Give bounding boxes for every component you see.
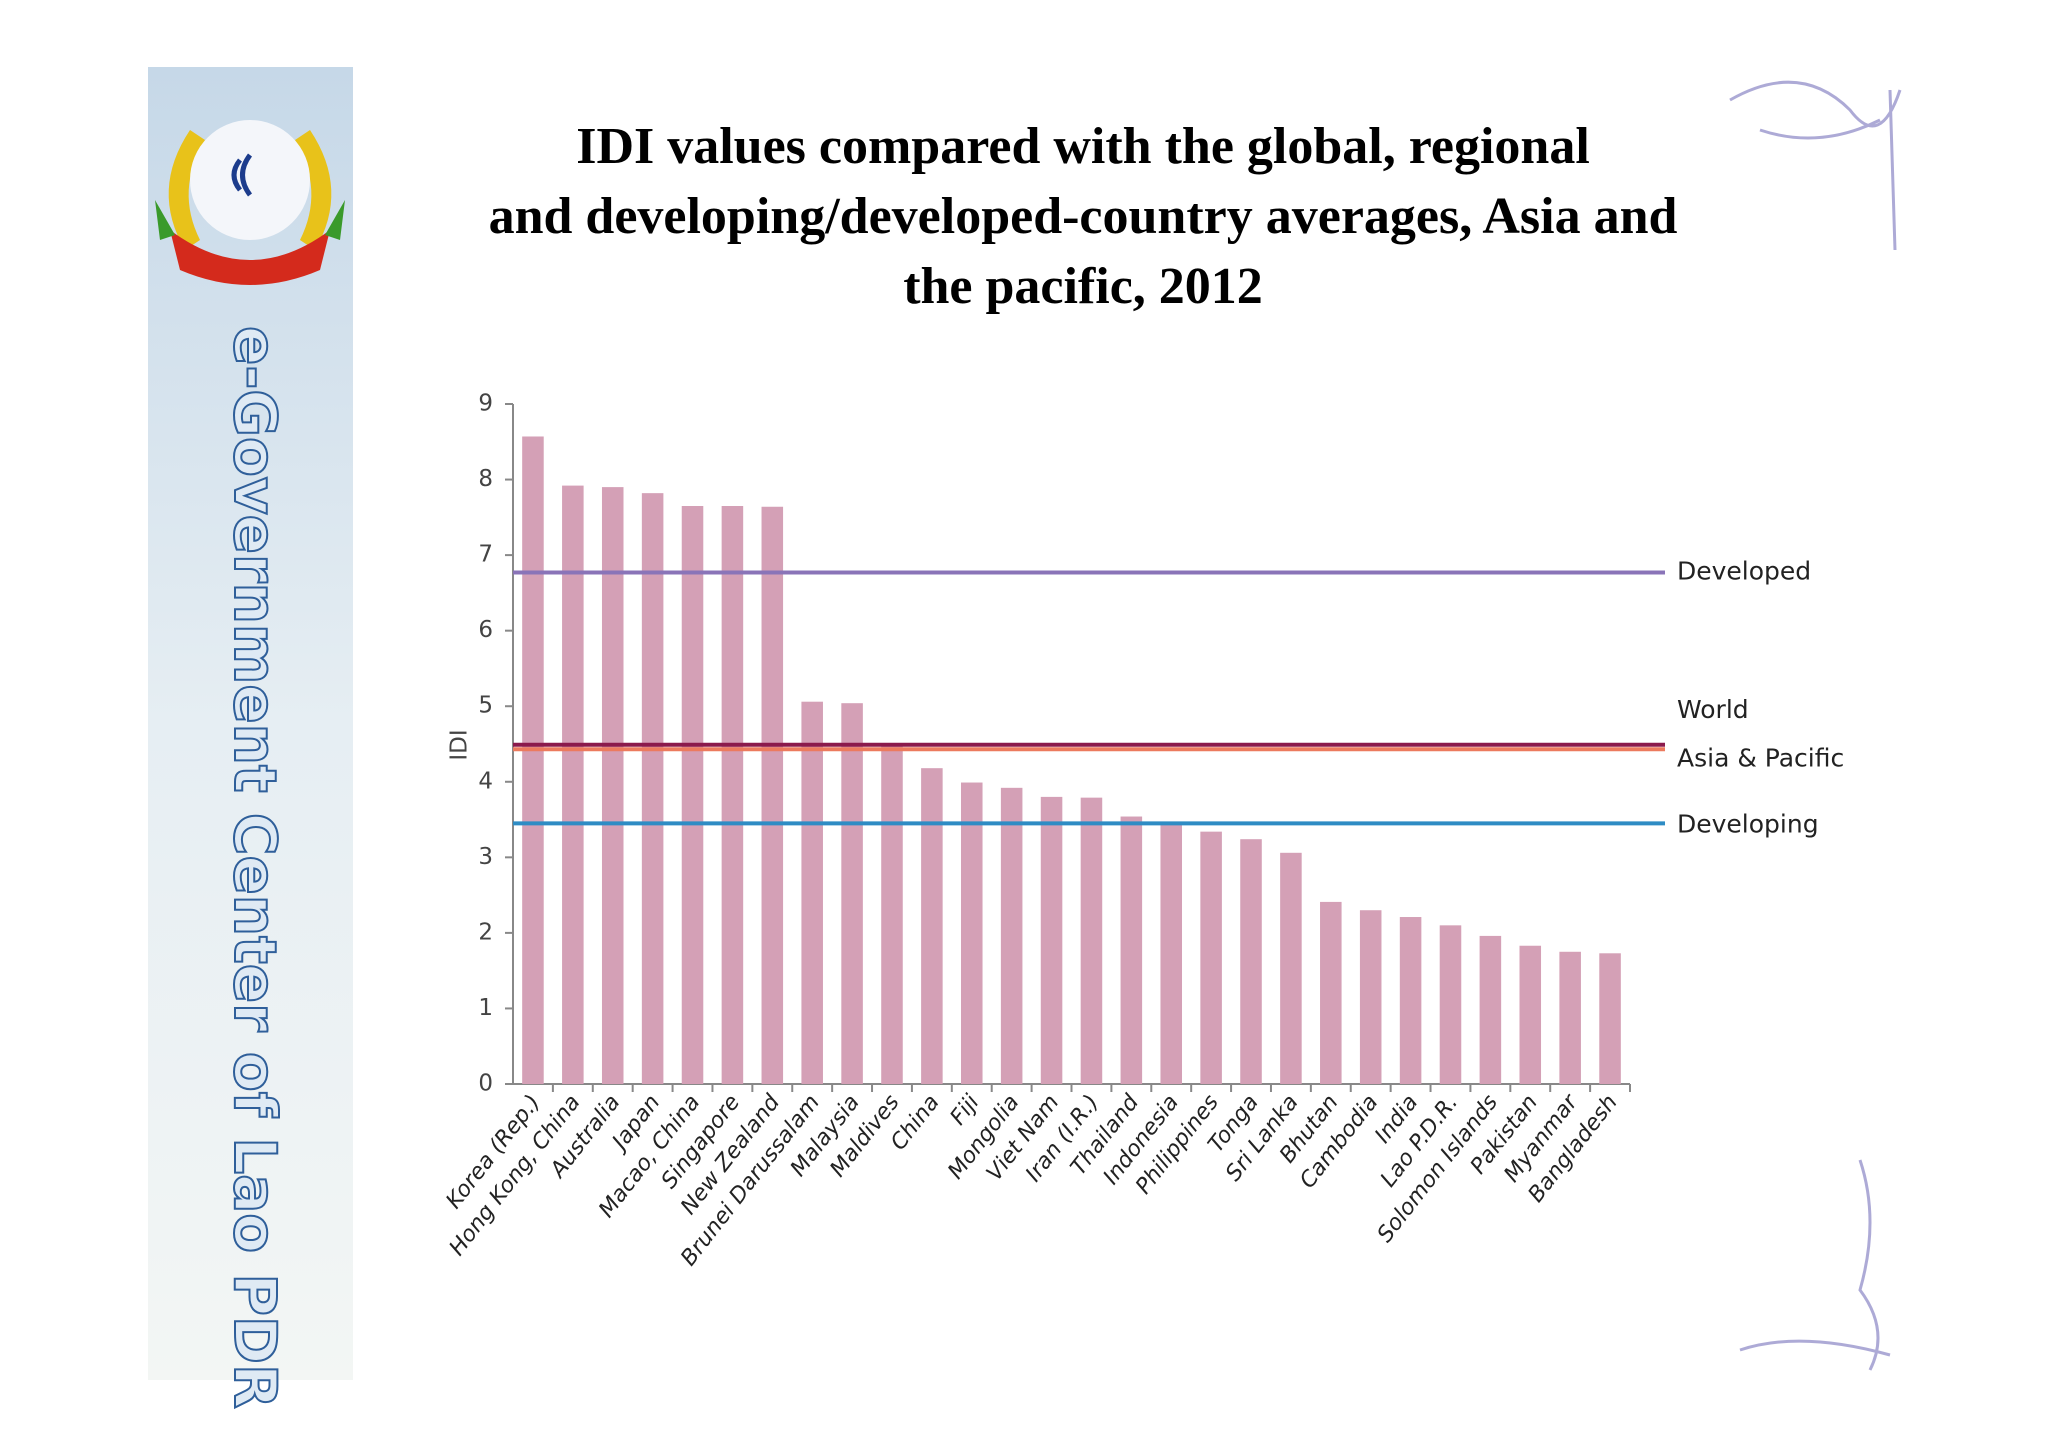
y-tick-label: 1 <box>478 995 493 1021</box>
bar <box>601 487 624 1085</box>
reference-label: Asia & Pacific <box>1677 743 1844 772</box>
bar <box>1160 824 1183 1084</box>
bar <box>1120 816 1143 1084</box>
y-tick-label: 8 <box>478 466 493 492</box>
bar <box>1439 925 1462 1084</box>
bar <box>1200 831 1222 1084</box>
bar <box>1040 796 1063 1084</box>
emblem <box>155 120 345 285</box>
bar <box>522 436 544 1084</box>
bar <box>1519 945 1542 1084</box>
y-tick-label: 2 <box>478 919 493 945</box>
y-tick-label: 4 <box>478 768 493 794</box>
bar <box>681 506 704 1084</box>
bar <box>841 703 863 1084</box>
reference-label: Developing <box>1677 809 1819 838</box>
bar <box>1080 797 1103 1084</box>
reference-label: Developed <box>1677 556 1811 585</box>
bar <box>1599 953 1621 1084</box>
bar <box>960 782 983 1084</box>
sidebar <box>148 67 353 1380</box>
chart-title: IDI values compared with the global, reg… <box>489 118 1678 315</box>
bar <box>562 485 584 1085</box>
bar <box>1359 910 1382 1084</box>
bar <box>1280 852 1302 1084</box>
bar <box>1000 787 1023 1084</box>
bar <box>1399 917 1422 1084</box>
bar <box>641 493 664 1085</box>
bar <box>761 506 784 1084</box>
sidebar-text: e-Government Center of Lao PDR <box>221 326 289 1409</box>
bar <box>801 701 823 1084</box>
bar <box>1559 951 1581 1084</box>
y-tick-label: 3 <box>478 844 493 870</box>
reference-label: World <box>1677 695 1749 724</box>
y-tick-label: 7 <box>478 542 493 568</box>
y-axis-label: IDI <box>447 729 473 760</box>
bar <box>1320 901 1342 1084</box>
bar <box>881 744 903 1084</box>
bar <box>1240 839 1262 1084</box>
y-tick-label: 0 <box>478 1071 493 1097</box>
bar <box>1479 935 1502 1084</box>
bar <box>921 768 943 1084</box>
y-tick-label: 6 <box>478 617 493 643</box>
y-tick-label: 9 <box>478 391 493 417</box>
y-tick-label: 5 <box>478 693 493 719</box>
bar <box>721 506 744 1084</box>
decoration <box>1729 80 1902 1371</box>
